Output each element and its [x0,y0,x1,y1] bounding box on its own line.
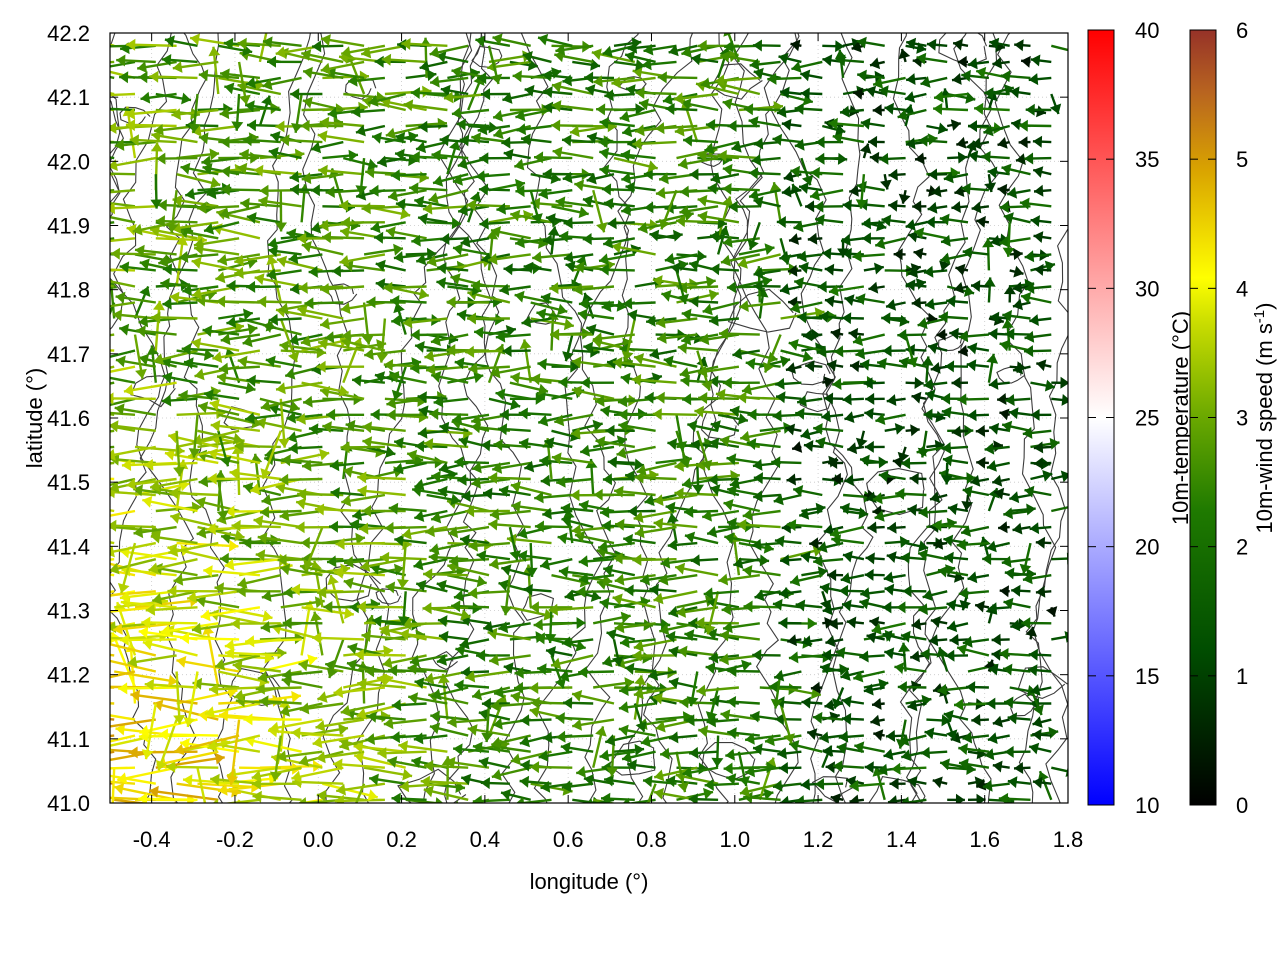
wind-vector-head [201,811,213,821]
wind-vector-head [93,653,103,665]
wind-vector [43,752,114,770]
wind-vector-head [79,627,89,639]
wind-vector-head [70,430,80,442]
wind-vector-head [57,558,67,570]
wind-vector-head [90,273,100,285]
wind-vector-head [61,498,71,510]
wind-vector-head [73,443,82,455]
wind-vector-head [98,371,108,383]
wind-vector-shaft [56,568,114,575]
wind-vector-shaft [65,268,114,271]
wind-vector-head [75,633,84,645]
wind-vector-head [96,769,106,781]
wind-vector-shaft [1003,800,1009,830]
wind-vector-head [50,695,59,707]
wind-vector [42,707,114,720]
wind-vector [70,430,115,442]
wind-vector-shaft [68,463,115,469]
wind-vector [75,383,114,395]
wind-vector-head [74,763,83,775]
wind-vector-shaft [75,383,114,391]
wind-vector [78,247,114,259]
wind-vector-shaft [74,768,135,770]
wind-vector [56,563,114,575]
wind-vector-shaft [69,335,114,341]
wind-vector-head [91,302,101,314]
wind-vector [57,558,115,570]
wind-vector-head [262,802,272,814]
wind-vector-shaft [70,431,115,437]
wind-vector-head [43,758,53,770]
wind-vector-head [56,563,66,575]
wind-vector-head [88,756,98,768]
wind-vector-head [84,263,93,275]
wind-vector-head [91,406,100,418]
wind-vector-head [76,237,86,249]
wind-vector-shaft [1051,558,1076,559]
wind-vector-shaft [72,390,115,399]
wind-vector-shaft [50,648,115,655]
wind-vector-head [95,606,105,618]
wind-vector [65,262,114,274]
wind-vector-head [78,247,87,259]
wind-vector-shaft [38,773,115,784]
wind-vector-head [74,559,84,571]
wind-vector [38,768,115,784]
wind-vector-head [90,522,99,534]
wind-vector-head [92,590,101,602]
wind-vector-head [80,449,90,461]
wind-vector-head [345,816,356,827]
wind-vector-head [72,386,82,398]
wind-vector-head [91,791,100,803]
wind-vector-head [89,418,99,430]
wind-vector [50,695,114,707]
wind-vector-head [100,351,110,363]
wind-vector-shaft [129,752,198,753]
wind-vector [50,643,115,655]
wind-vector-head [98,326,109,337]
wind-vector-head [1071,501,1081,513]
wind-vector [61,498,114,512]
wind-vector-shaft [67,367,114,378]
wind-vector [999,800,1011,830]
wind-vector-head [72,774,81,786]
wind-vector-shaft [73,447,114,450]
wind-vector-shaft [57,559,115,565]
wind-vector-shaft [78,253,114,255]
wind-vector-shaft [61,502,114,511]
wind-vector-head [75,383,85,395]
wind-vector-head [50,643,60,655]
wind-vector-head [999,820,1011,830]
wind-vector-shaft [50,700,114,703]
wind-vector-head [638,812,649,823]
wind-vector [76,237,114,249]
wind-vector [72,386,115,399]
wind-vector-head [104,392,113,404]
wind-vector-head [92,481,102,493]
wind-vector-head [94,556,104,568]
wind-vector-head [106,820,118,829]
wind-vector-head [65,262,74,274]
wind-vector-shaft [43,752,114,766]
wind-vector-head [93,636,103,648]
wind-vector-head [97,400,107,412]
wind-vector-head [82,370,92,382]
wind-vector [73,443,114,455]
wind-vector [67,367,114,382]
wind-vector-head [38,768,48,780]
wind-vector-head [74,515,84,527]
wind-vector-shaft [48,623,115,625]
wind-vector-head [42,707,52,719]
wind-vector-shaft [42,712,114,720]
wind-vector-head [67,370,77,382]
wind-vector-head [90,681,99,693]
wind-vector-shaft [76,238,114,244]
wind-vector-head [74,705,84,717]
